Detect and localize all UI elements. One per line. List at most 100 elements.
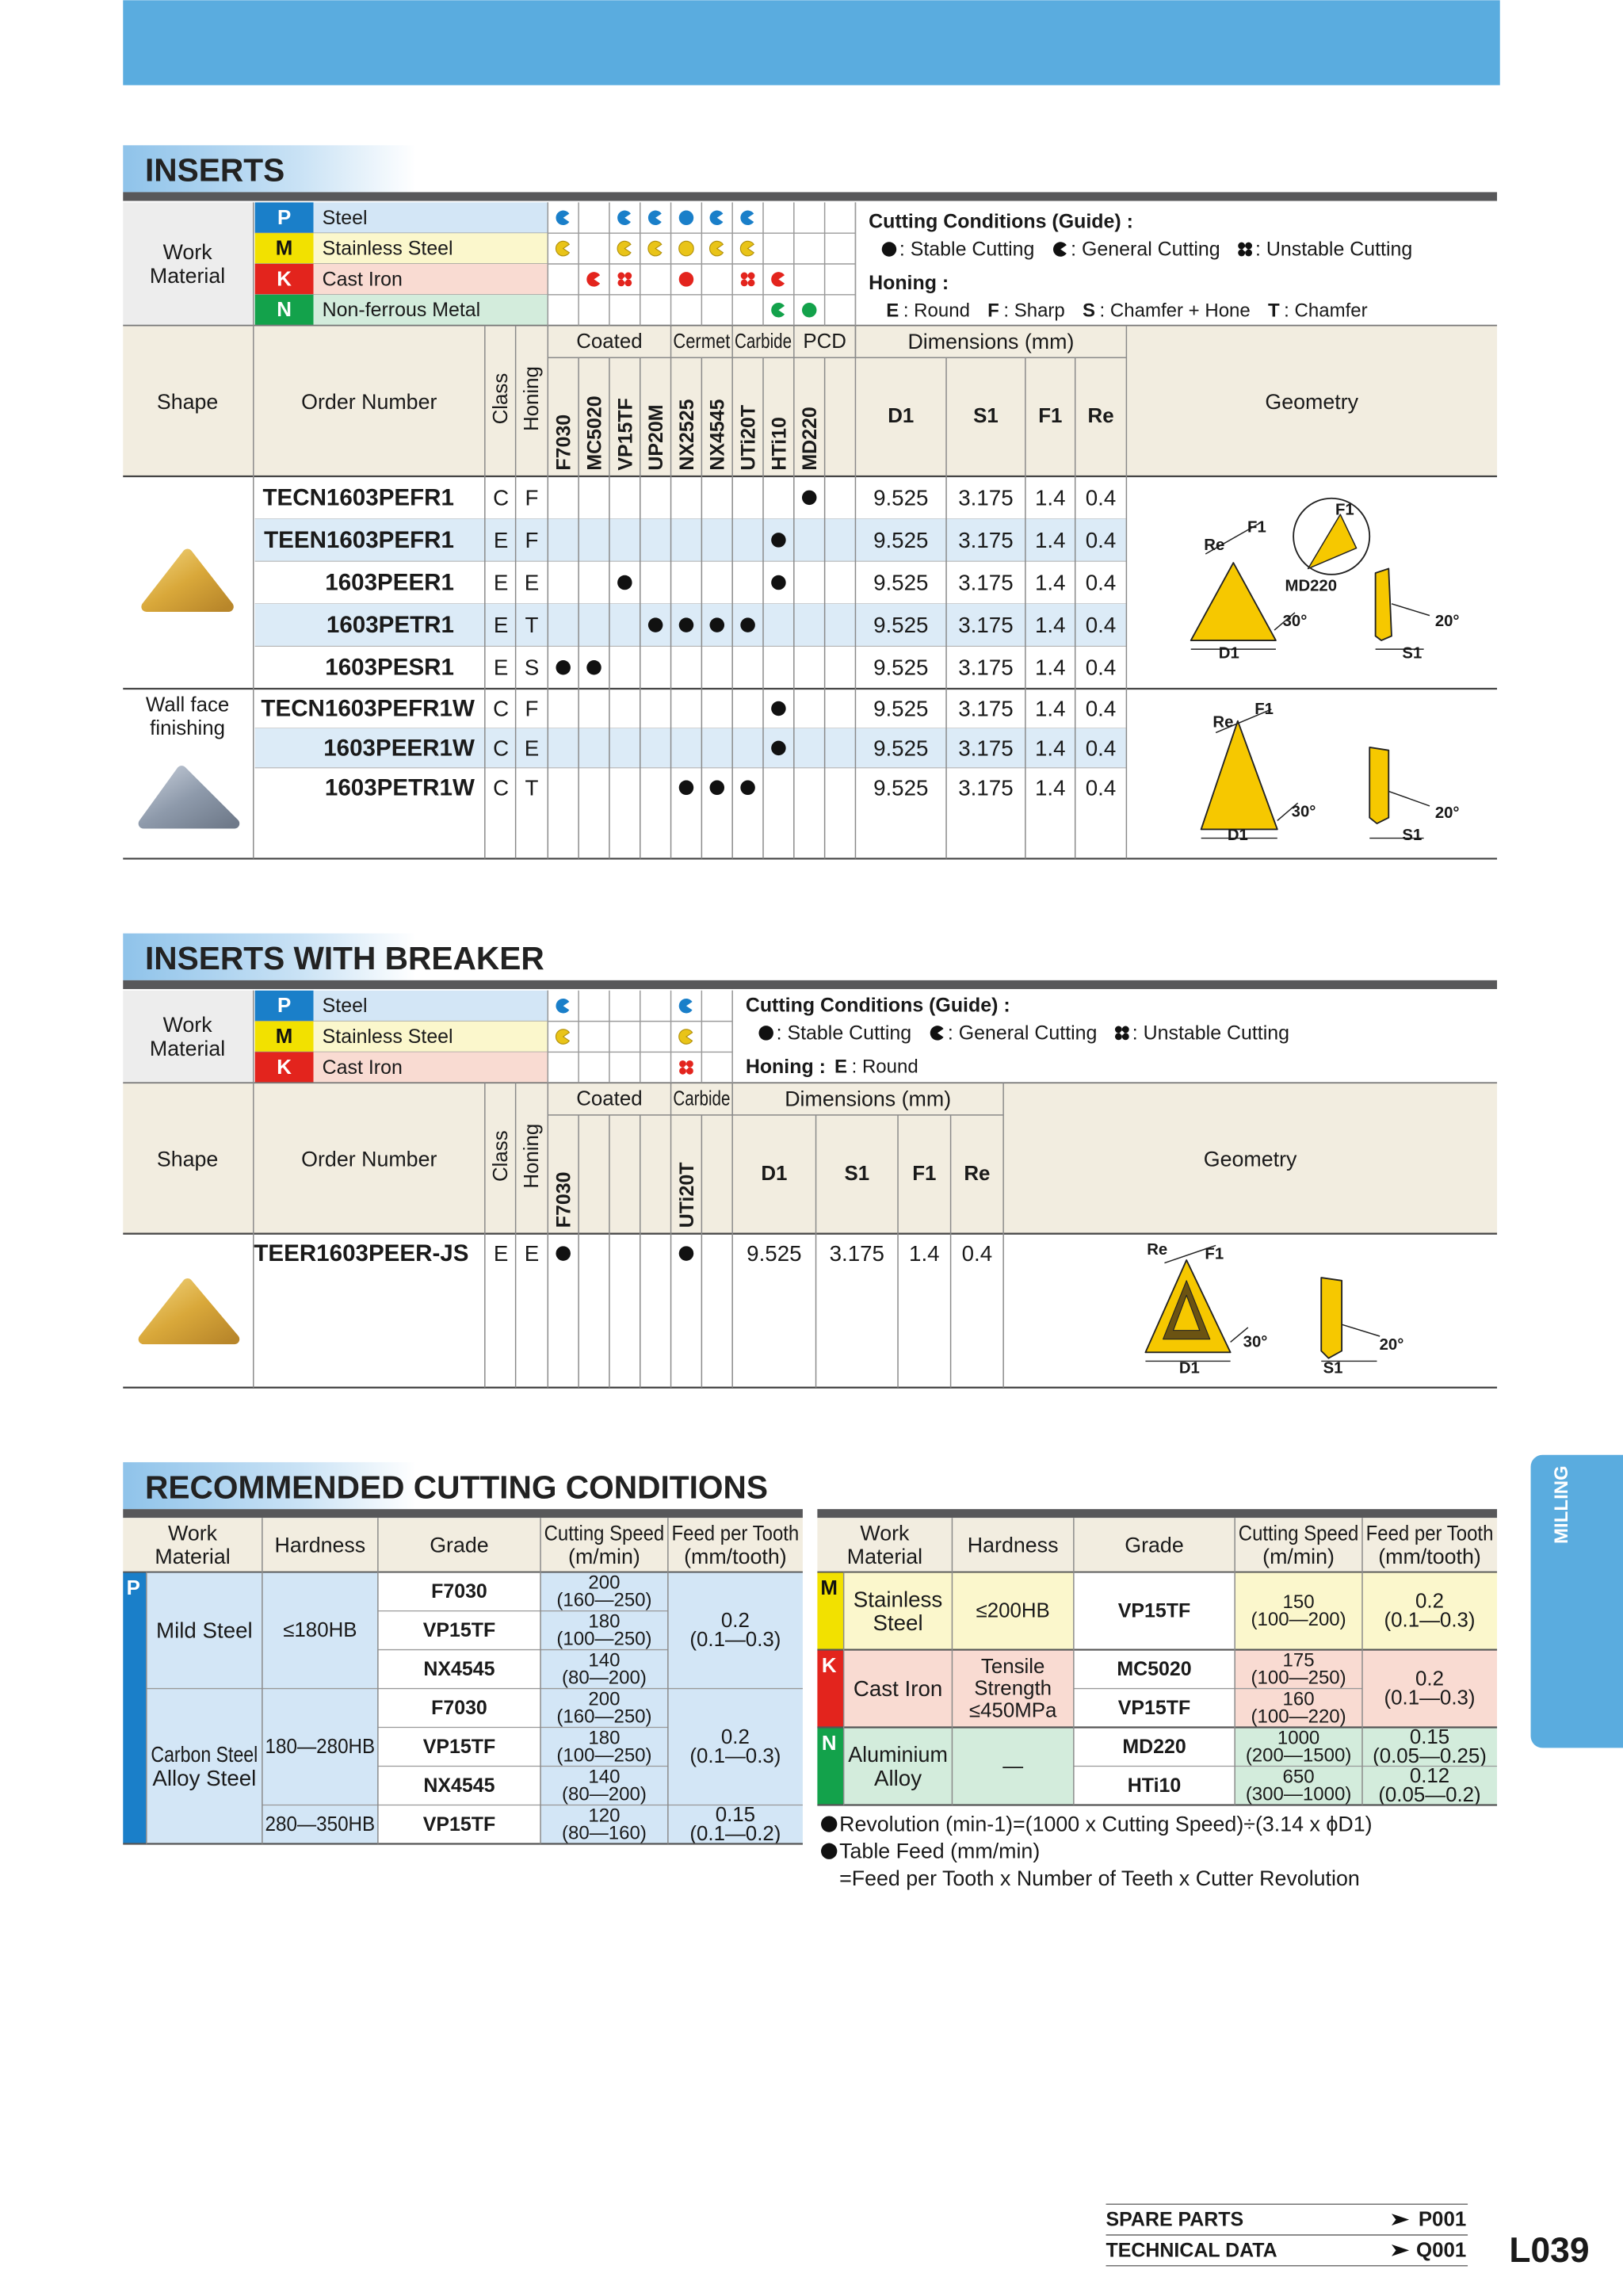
dimension-value: 9.525 <box>873 775 928 800</box>
grade-mark <box>709 617 725 632</box>
order-number: 1603PESR1 <box>325 655 454 681</box>
general-icon <box>771 272 785 287</box>
header-bg <box>817 1518 1498 1572</box>
grade-mark <box>678 780 694 796</box>
cell-bg <box>377 1688 541 1728</box>
feed-per-tooth: (0.1—0.3) <box>1384 1610 1476 1632</box>
footer-link: TECHNICAL DATA <box>1106 2239 1277 2261</box>
label: Work <box>163 1013 213 1037</box>
cell-bg <box>1361 1572 1498 1650</box>
cell-bg <box>377 1805 541 1844</box>
material-name: Alloy <box>874 1766 922 1790</box>
grade-mark <box>801 490 817 506</box>
cell-bg <box>377 1766 541 1805</box>
row-bg <box>254 728 1127 768</box>
dimension-value: 0.4 <box>1086 528 1117 552</box>
rule <box>1230 1327 1249 1343</box>
dimension-value: 0.4 <box>1086 655 1117 680</box>
order-number: 1603PETR1W <box>325 774 475 800</box>
material-name: Carbon Steel <box>151 1742 258 1767</box>
general-icon <box>555 1029 571 1045</box>
stable-icon <box>801 302 817 318</box>
stable-icon <box>881 242 897 257</box>
geometry-side <box>1374 567 1392 641</box>
unstable-lobe <box>747 279 755 287</box>
note-bullet <box>821 1816 838 1832</box>
title-band <box>123 1461 416 1510</box>
column-header: (mm/tooth) <box>1378 1545 1481 1568</box>
unstable-core <box>684 1065 689 1070</box>
grade-name: UTi20T <box>676 1163 698 1228</box>
feed-per-tooth: 0.15 <box>1410 1726 1449 1748</box>
hardness: ≤180HB <box>283 1619 357 1641</box>
dimension-value: 9.525 <box>873 485 928 510</box>
grade-name: F7030 <box>431 1580 487 1603</box>
cell-bg <box>1361 1649 1498 1728</box>
grade-mark <box>678 1246 694 1261</box>
footer-link: SPARE PARTS <box>1106 2209 1244 2231</box>
dimension-value: 1.4 <box>1035 655 1066 680</box>
dimension-value: 9.525 <box>747 1241 801 1266</box>
grade-name: MC5020 <box>583 395 605 470</box>
side-tab <box>1530 1454 1623 1748</box>
grade-group: Coated <box>576 330 642 353</box>
grade-name: MC5020 <box>1117 1658 1191 1680</box>
material-code: N <box>822 1733 837 1755</box>
stable-icon <box>678 210 694 226</box>
material-name: Mild Steel <box>156 1618 253 1643</box>
grade-group: Carbide <box>735 330 792 353</box>
cell-bg <box>1073 1766 1235 1805</box>
stable-icon <box>678 240 694 257</box>
honing-code: F <box>525 696 538 720</box>
geometry-label: Re <box>1204 537 1224 554</box>
dimension-value: 3.175 <box>958 613 1013 637</box>
general-icon <box>678 998 693 1014</box>
cell-bg <box>667 1805 803 1844</box>
material-stripe <box>817 1649 844 1728</box>
legend-item: : General Cutting <box>948 1022 1098 1044</box>
cutting-speed: 160 <box>1283 1688 1315 1710</box>
cutting-speed: 140 <box>588 1766 620 1787</box>
row-bg <box>254 518 1127 562</box>
cutting-speed: 180 <box>588 1610 620 1632</box>
dimension-value: 3.175 <box>958 571 1013 595</box>
cell-bg <box>1235 1766 1362 1805</box>
order-number: TECN1603PEFR1W <box>261 695 475 721</box>
header-bg <box>123 1518 803 1572</box>
cutting-speed: (100—250) <box>556 1745 651 1767</box>
dimension-value: 3.175 <box>958 735 1013 760</box>
column-header: Hardness <box>275 1533 366 1557</box>
geometry-label: Re <box>1212 714 1233 732</box>
cutting-speed: 120 <box>588 1805 620 1826</box>
material-name: Cast Iron <box>854 1676 942 1701</box>
cell-bg <box>1073 1688 1235 1728</box>
geometry-label: MD220 <box>1285 578 1338 595</box>
geometry-label: S1 <box>1323 1360 1343 1377</box>
cutting-speed: (160—250) <box>556 1590 651 1611</box>
dimension-value: 1.4 <box>1035 696 1066 720</box>
footer-arrow <box>1391 2244 1410 2256</box>
grade-name: NX2525 <box>676 399 698 470</box>
rule <box>1205 522 1260 555</box>
feed-per-tooth: (0.05—0.25) <box>1373 1745 1487 1767</box>
cell-bg <box>1361 1766 1498 1805</box>
shape-note: Wall face <box>146 693 229 716</box>
class-code: E <box>494 1241 509 1266</box>
grade-group: PCD <box>803 330 846 353</box>
grade-name: UTi20T <box>738 405 760 471</box>
material-name-bg <box>313 990 548 1022</box>
general-icon <box>771 302 785 318</box>
section-title: RECOMMENDED CUTTING CONDITIONS <box>145 1469 768 1505</box>
cutting-speed: (100—250) <box>556 1629 651 1650</box>
material-code-bg <box>254 294 314 326</box>
material-name: Non-ferrous Metal <box>323 299 481 321</box>
rule <box>1391 603 1430 617</box>
material-code: M <box>276 1026 293 1048</box>
column-header: Class <box>490 373 512 425</box>
header-bg <box>123 325 1498 477</box>
material-code-bg <box>254 1052 314 1083</box>
cell-bg <box>123 990 254 1083</box>
grade-name: F7030 <box>431 1697 487 1719</box>
note-text: Revolution (min-1)=(1000 x Cutting Speed… <box>839 1813 1372 1836</box>
honing-name: : Round <box>852 1056 918 1077</box>
